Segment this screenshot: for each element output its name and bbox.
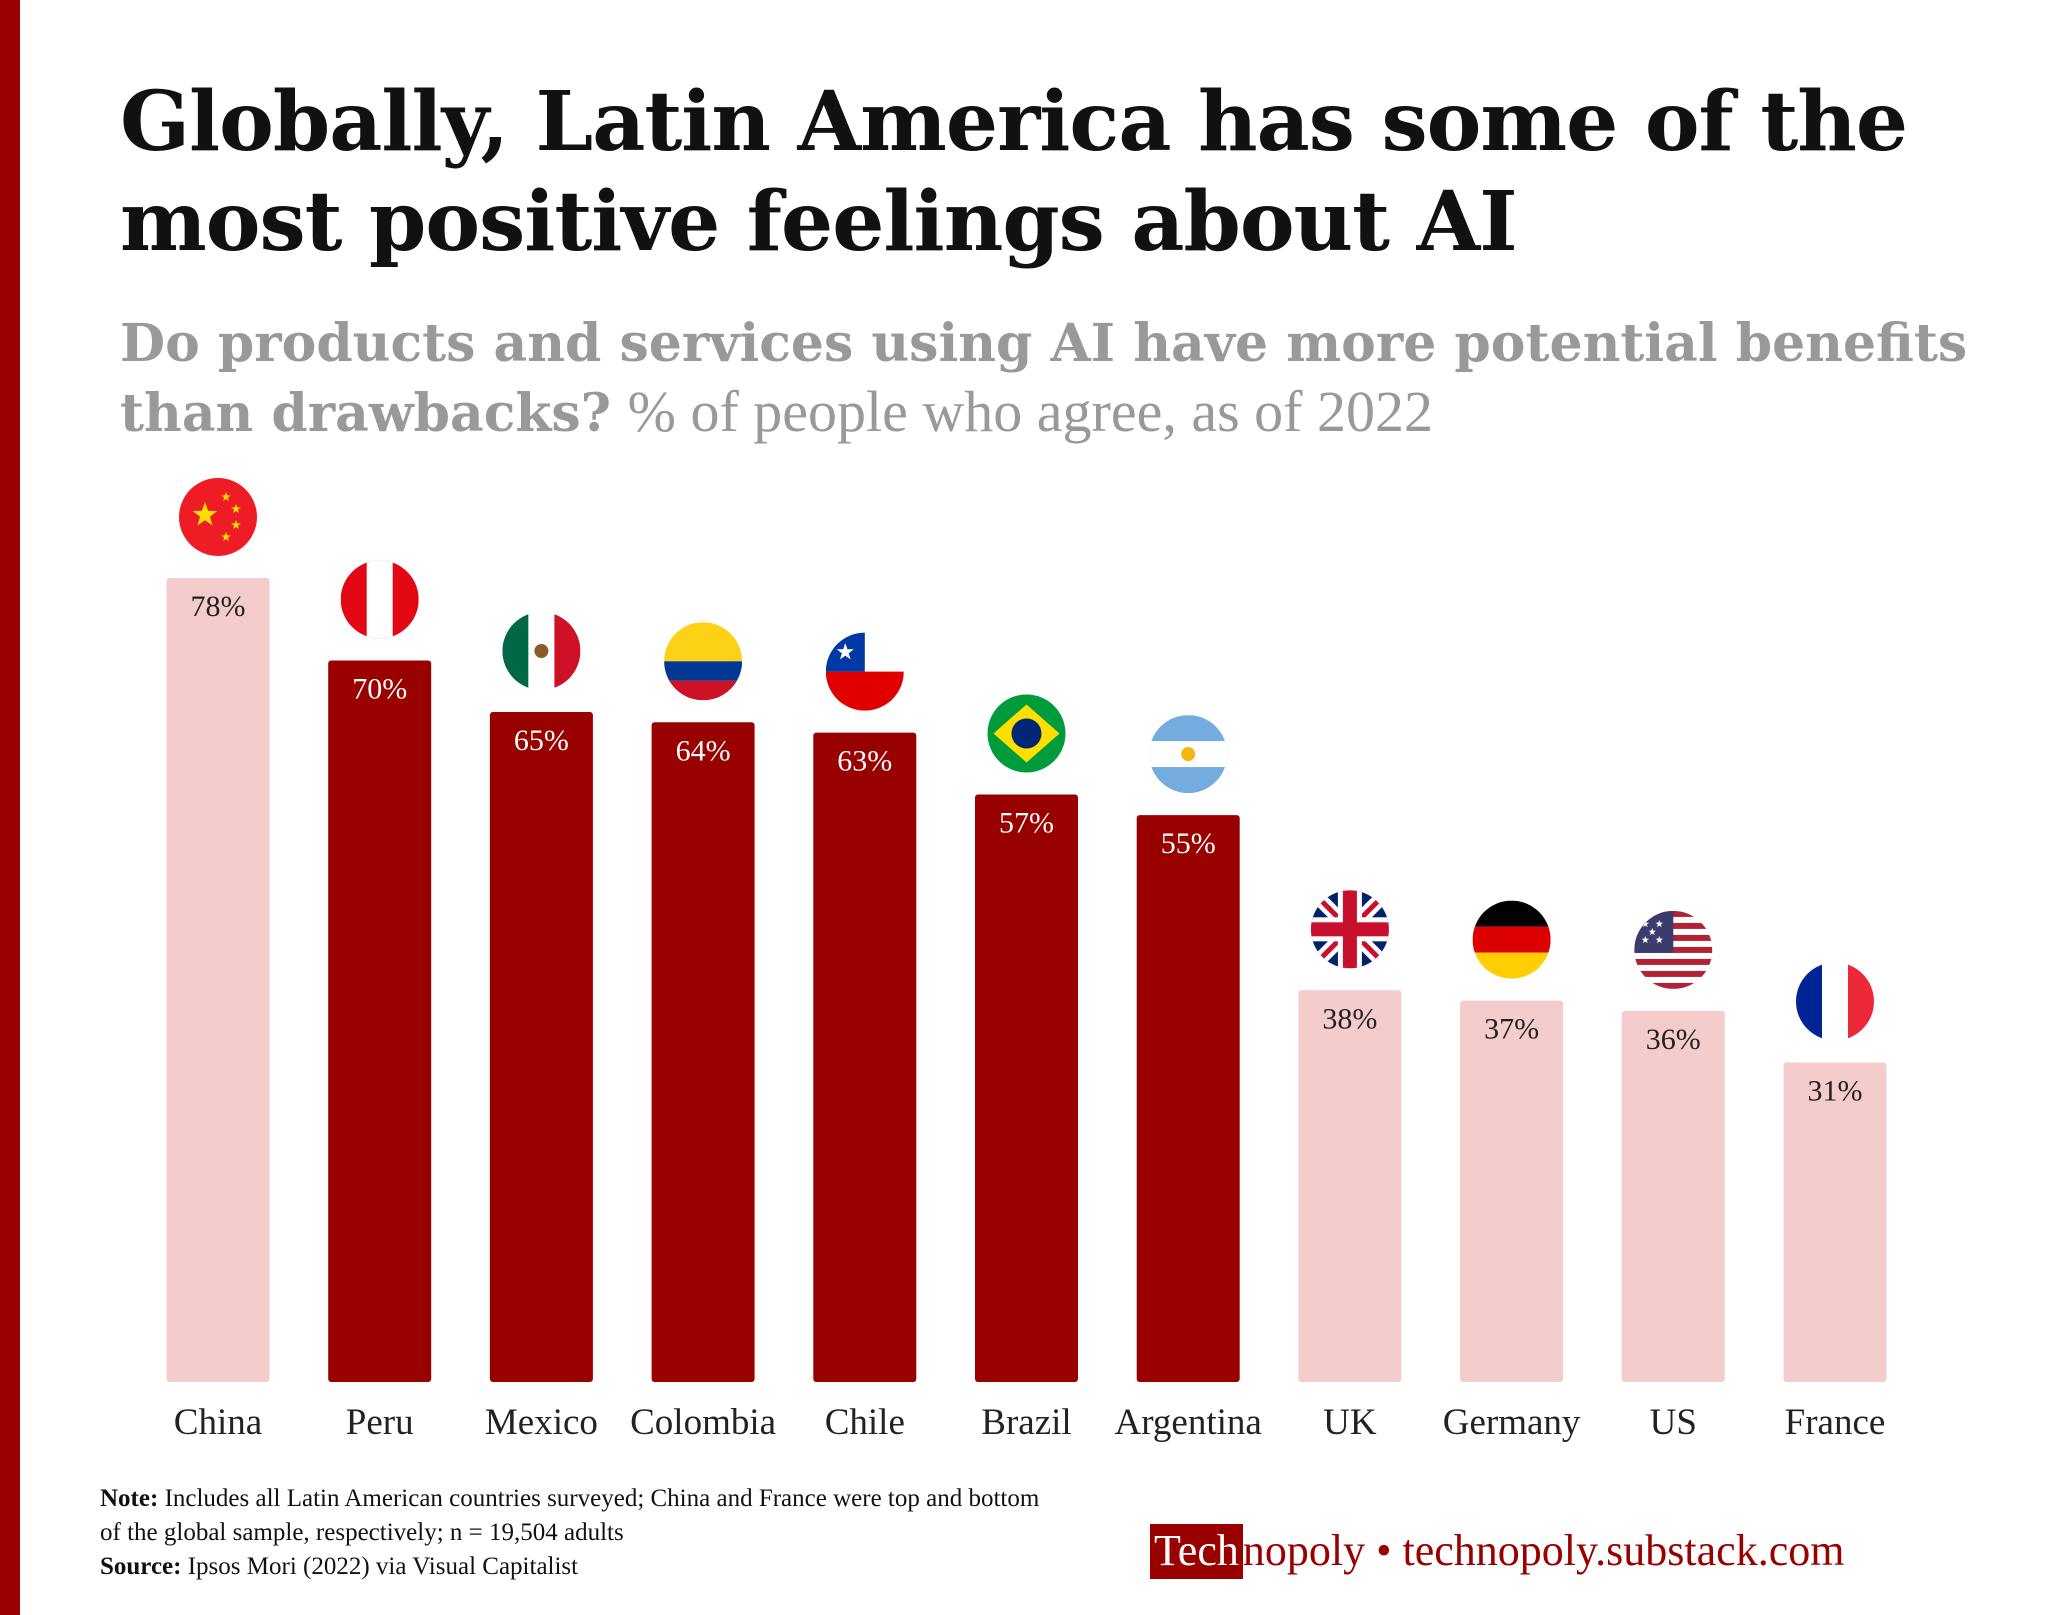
- peru-flag-icon: [340, 560, 419, 639]
- category-label: US: [1650, 1402, 1697, 1443]
- category-label: Peru: [346, 1402, 414, 1443]
- mexico-flag-icon: [502, 612, 581, 690]
- source-label: Source:: [100, 1553, 182, 1580]
- data-label: 63%: [837, 745, 892, 778]
- footnote: Note: Includes all Latin American countr…: [100, 1482, 1060, 1584]
- chart-subtitle: Do products and services using AI have m…: [120, 310, 2000, 448]
- bar-argentina: [1136, 815, 1240, 1382]
- germany-flag-icon: [1472, 900, 1551, 979]
- data-label: 78%: [191, 590, 246, 623]
- left-accent-bar: [0, 0, 20, 1615]
- bar-germany: [1460, 1000, 1564, 1382]
- bar-mexico: [489, 712, 593, 1382]
- bar-brazil: [975, 794, 1078, 1382]
- chile-flag-icon: [825, 632, 904, 711]
- bar-peru: [328, 660, 432, 1382]
- bar-us: [1621, 1010, 1725, 1382]
- logo-url[interactable]: technopoly.substack.com: [1402, 1526, 1845, 1575]
- bar-chile: [813, 732, 917, 1382]
- bar-france: [1783, 1062, 1887, 1382]
- category-label: China: [174, 1402, 262, 1443]
- category-label: Colombia: [630, 1402, 776, 1443]
- data-label: 31%: [1808, 1074, 1863, 1107]
- category-label: Brazil: [981, 1402, 1071, 1443]
- us-flag-icon: [1634, 910, 1713, 989]
- colombia-flag-icon: [664, 622, 743, 701]
- data-label: 70%: [352, 672, 407, 705]
- data-label: 38%: [1322, 1002, 1377, 1035]
- uk-flag-icon: [1310, 890, 1389, 969]
- china-flag-icon: [179, 478, 257, 556]
- argentina-flag-icon: [1149, 715, 1228, 794]
- category-label: Argentina: [1115, 1402, 1262, 1443]
- brand-logo: Technopoly • technopoly.substack.com: [1150, 1524, 1845, 1579]
- category-label: Mexico: [485, 1402, 598, 1443]
- category-label: Chile: [825, 1402, 905, 1443]
- subtitle-question: Do products and services using AI have m…: [120, 313, 1968, 444]
- data-label: 36%: [1646, 1023, 1701, 1056]
- data-label: 55%: [1161, 827, 1216, 860]
- bar-colombia: [651, 722, 755, 1382]
- brazil-flag-icon: [987, 694, 1066, 773]
- subtitle-unit: % of people who agree, as of 2022: [627, 379, 1433, 444]
- bar-china: [166, 578, 270, 1382]
- logo-box: Tech: [1150, 1524, 1243, 1579]
- data-label: 64%: [676, 734, 731, 767]
- logo-rest: nopoly: [1242, 1526, 1366, 1575]
- note-label: Note:: [100, 1485, 159, 1512]
- data-label: 65%: [514, 724, 569, 757]
- chart-title: Globally, Latin America has some of the …: [120, 74, 1908, 270]
- logo-separator: •: [1376, 1526, 1392, 1575]
- data-label: 57%: [999, 806, 1054, 839]
- category-label: France: [1785, 1402, 1886, 1443]
- source-text: Ipsos Mori (2022) via Visual Capitalist: [187, 1553, 579, 1580]
- france-flag-icon: [1796, 962, 1874, 1041]
- note-text: Includes all Latin American countries su…: [100, 1485, 1040, 1546]
- bar-uk: [1298, 990, 1402, 1382]
- category-label: Germany: [1443, 1402, 1581, 1443]
- data-label: 37%: [1484, 1013, 1539, 1046]
- category-label: UK: [1323, 1402, 1377, 1443]
